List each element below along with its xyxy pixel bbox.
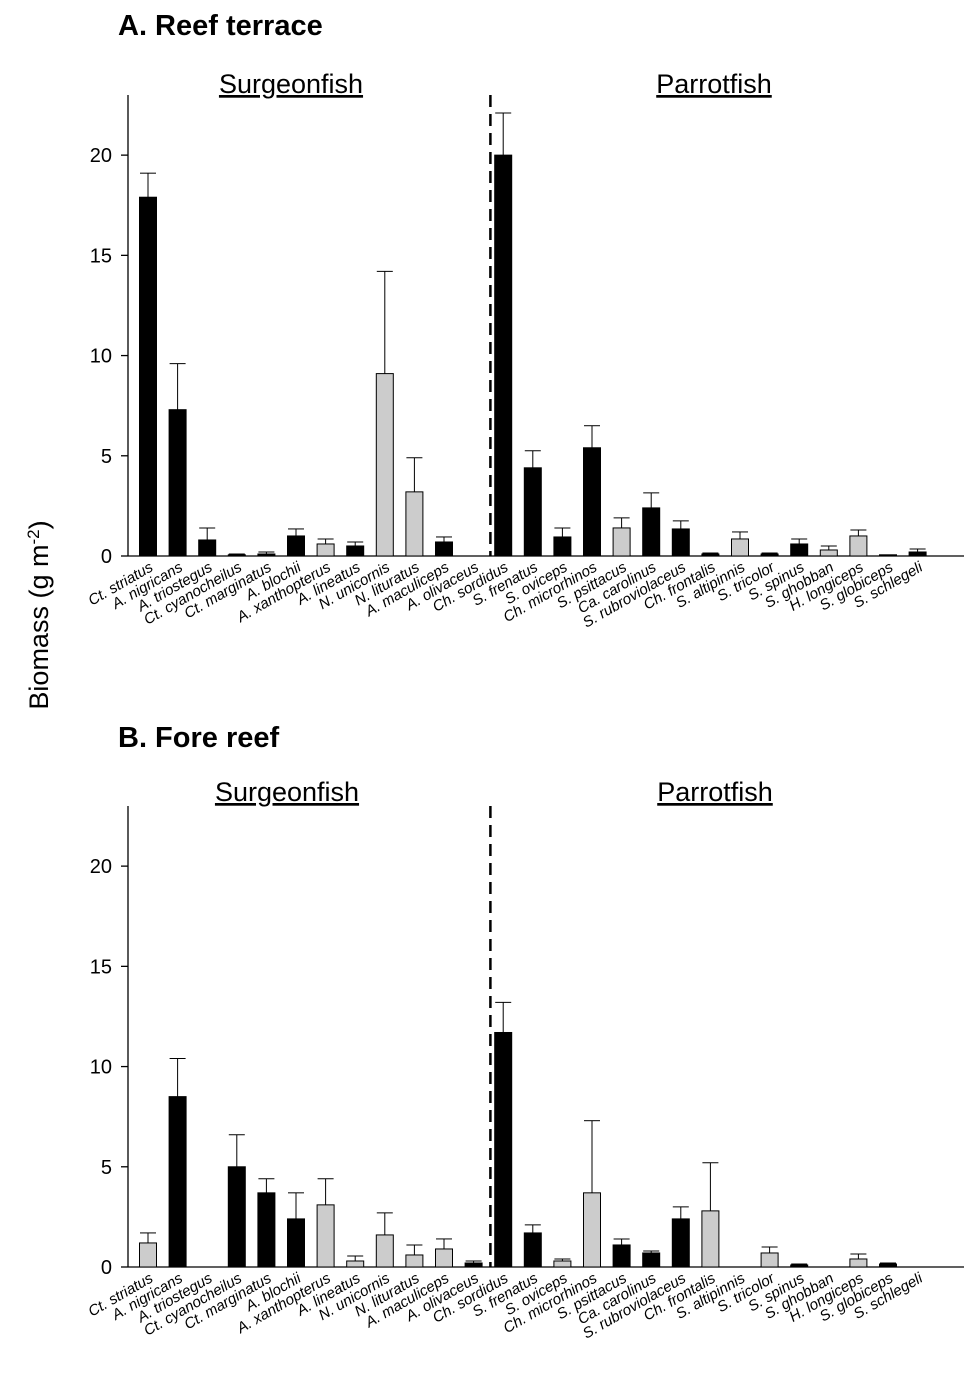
bar	[731, 538, 749, 557]
bar	[523, 467, 542, 557]
group-label-surgeonfish: Surgeonfish	[215, 777, 359, 807]
bar	[405, 491, 424, 557]
y-axis-label-main: Biomass (g m	[24, 545, 54, 710]
bar	[908, 551, 927, 557]
bar	[642, 1252, 661, 1268]
bar	[760, 553, 779, 557]
bar	[612, 1244, 631, 1268]
bar	[139, 1242, 157, 1268]
group-label-surgeonfish: Surgeonfish	[219, 69, 363, 99]
y-tick-label: 20	[90, 856, 112, 878]
bar	[642, 507, 661, 557]
y-tick-label: 15	[90, 956, 112, 978]
bar	[583, 1192, 601, 1268]
bar	[701, 553, 720, 557]
bar	[790, 1264, 809, 1268]
bar	[612, 527, 631, 557]
bar	[494, 1031, 513, 1268]
bar	[849, 1258, 868, 1268]
bar	[287, 535, 305, 557]
bar	[553, 536, 572, 557]
panel-reef-terrace: A. Reef terrace Surgeonfish Parrotfish 0…	[85, 10, 964, 631]
bar	[257, 553, 276, 557]
panel-title: A. Reef terrace	[118, 10, 323, 42]
y-tick-label: 0	[101, 1257, 112, 1279]
bar	[139, 196, 157, 557]
bar	[790, 543, 809, 557]
bar	[227, 1166, 246, 1268]
bar	[553, 1260, 572, 1268]
panel-title: B. Fore reef	[118, 722, 279, 754]
bar	[701, 1210, 720, 1268]
bar	[287, 1218, 305, 1268]
y-axis-label: Biomass (g m-2)	[24, 520, 55, 709]
bar	[494, 154, 513, 557]
bar	[671, 1218, 690, 1268]
panel-fore-reef: B. Fore reef Surgeonfish Parrotfish 0 5 10…	[85, 722, 964, 1342]
bar	[316, 543, 335, 557]
bar	[257, 1192, 276, 1268]
bar	[168, 409, 187, 557]
bar	[375, 1234, 394, 1268]
y-tick-label: 20	[90, 145, 112, 167]
bar	[198, 539, 217, 557]
y-tick-label: 10	[90, 1057, 112, 1079]
bar	[583, 447, 601, 557]
bar	[435, 1248, 453, 1268]
bar	[849, 535, 868, 557]
group-label-parrotfish: Parrotfish	[657, 777, 773, 807]
y-tick-label: 5	[101, 1157, 112, 1179]
bar	[346, 1260, 365, 1268]
y-tick-label: 15	[90, 245, 112, 267]
y-tick-label: 0	[101, 546, 112, 568]
bar	[819, 549, 838, 557]
group-label-parrotfish: Parrotfish	[656, 69, 772, 99]
y-tick-label: 5	[101, 446, 112, 468]
bar	[879, 1263, 897, 1268]
bar	[464, 1262, 483, 1268]
y-axis-label-sup: -2	[24, 529, 43, 544]
bar	[760, 1252, 779, 1268]
bar	[435, 541, 453, 557]
bar	[375, 373, 394, 557]
bar	[346, 545, 365, 557]
y-tick-label: 10	[90, 346, 112, 368]
bar	[523, 1232, 542, 1268]
bar	[671, 528, 690, 557]
bar	[405, 1254, 424, 1268]
y-axis-label-close: )	[24, 520, 54, 529]
bar	[316, 1204, 335, 1268]
bar	[168, 1096, 187, 1268]
